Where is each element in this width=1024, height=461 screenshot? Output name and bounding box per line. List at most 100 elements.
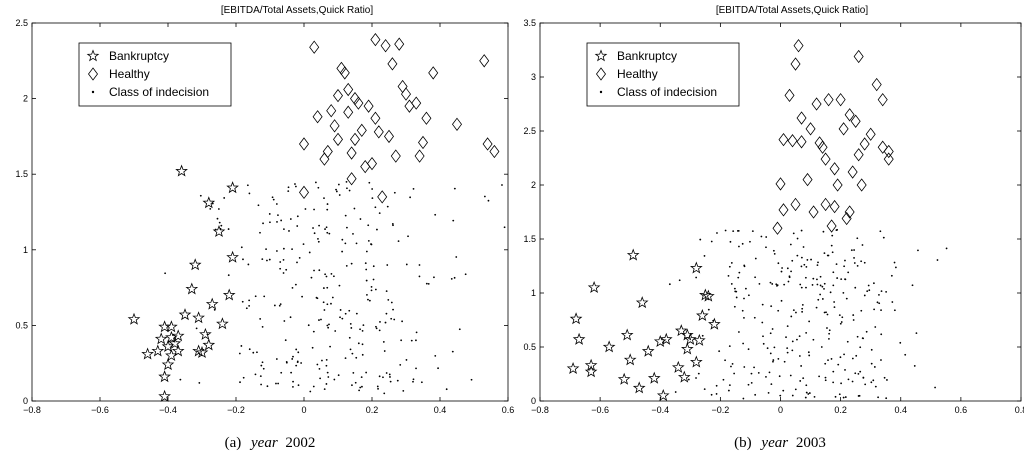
indecision-point xyxy=(738,271,741,274)
y-tick-label: 1.5 xyxy=(15,169,28,179)
indecision-point xyxy=(823,282,826,285)
indecision-point xyxy=(371,197,374,199)
indecision-point xyxy=(365,250,368,253)
healthy-point xyxy=(790,197,801,212)
indecision-point xyxy=(318,269,321,272)
indecision-point xyxy=(259,375,262,377)
indecision-point xyxy=(830,358,833,360)
indecision-point xyxy=(223,197,226,199)
indecision-point xyxy=(319,377,322,380)
indecision-point xyxy=(292,385,294,388)
bankruptcy-point xyxy=(175,164,188,177)
healthy-point xyxy=(418,135,428,150)
indecision-point xyxy=(384,321,387,324)
healthy-point xyxy=(299,137,309,151)
indecision-point xyxy=(391,222,394,225)
caption-year: 2002 xyxy=(285,435,315,451)
indecision-point xyxy=(876,301,879,304)
indecision-point xyxy=(351,352,354,355)
indecision-point xyxy=(383,350,386,352)
x-tick-label: −0.8 xyxy=(531,405,549,415)
indecision-point xyxy=(835,263,838,266)
indecision-point xyxy=(379,321,381,323)
indecision-point xyxy=(870,348,873,351)
indecision-point xyxy=(291,286,294,289)
indecision-point xyxy=(378,375,381,378)
bankruptcy-point xyxy=(620,328,634,341)
healthy-point xyxy=(865,127,876,141)
indecision-point xyxy=(699,238,702,241)
indecision-point xyxy=(811,284,814,286)
indecision-point xyxy=(337,183,340,186)
healthy-point xyxy=(356,123,367,138)
indecision-point xyxy=(325,275,328,278)
indecision-point xyxy=(855,354,858,357)
indecision-point xyxy=(762,342,765,345)
indecision-point xyxy=(318,224,320,227)
indecision-point xyxy=(266,385,269,388)
indecision-point xyxy=(904,353,907,356)
healthy-point xyxy=(394,37,405,51)
indecision-point xyxy=(728,265,731,268)
indecision-point xyxy=(374,288,377,291)
indecision-point xyxy=(266,259,268,262)
indecision-point xyxy=(294,283,297,286)
indecision-point xyxy=(771,283,774,285)
indecision-point xyxy=(385,312,388,315)
indecision-point xyxy=(765,375,767,378)
healthy-point xyxy=(363,99,374,113)
indecision-point xyxy=(791,259,794,262)
indecision-point xyxy=(894,266,897,269)
healthy-point xyxy=(790,57,801,71)
indecision-point xyxy=(385,290,388,293)
indecision-point xyxy=(265,248,267,250)
legend-entry: Healthy xyxy=(109,67,150,81)
indecision-point xyxy=(817,298,820,301)
indecision-point xyxy=(280,371,283,374)
indecision-point xyxy=(742,397,745,400)
bankruptcy-point xyxy=(226,250,239,263)
indecision-point xyxy=(327,326,330,329)
indecision-point xyxy=(883,376,886,379)
indecision-point xyxy=(867,284,870,287)
indecision-point xyxy=(351,384,353,387)
indecision-point xyxy=(791,340,794,343)
indecision-point xyxy=(361,353,364,356)
indecision-point xyxy=(945,247,948,250)
bankruptcy-point xyxy=(141,347,154,360)
x-tick-label: 0.4 xyxy=(894,405,907,415)
indecision-point xyxy=(801,310,804,313)
indecision-point xyxy=(790,315,793,318)
bankruptcy-point xyxy=(205,297,219,310)
indecision-point xyxy=(741,309,744,312)
legend-star-icon xyxy=(594,49,608,62)
indecision-point xyxy=(800,265,803,268)
indecision-point xyxy=(355,356,358,359)
bankruptcy-point xyxy=(202,196,216,209)
bankruptcy-point xyxy=(584,365,598,378)
indecision-point xyxy=(375,325,377,328)
indecision-point xyxy=(710,393,713,396)
indecision-point xyxy=(298,256,301,259)
indecision-point xyxy=(445,388,448,391)
indecision-point xyxy=(339,316,341,319)
indecision-point xyxy=(361,385,363,388)
indecision-point xyxy=(276,250,278,252)
indecision-point xyxy=(227,228,230,230)
healthy-point xyxy=(805,122,816,136)
indecision-point xyxy=(277,214,279,217)
indecision-point xyxy=(290,371,293,374)
indecision-point xyxy=(777,262,780,265)
indecision-point xyxy=(801,303,804,306)
indecision-point xyxy=(787,280,790,283)
indecision-point xyxy=(820,346,823,348)
x-tick-label: 0 xyxy=(778,405,783,415)
indecision-point xyxy=(846,340,849,343)
indecision-point xyxy=(805,331,808,334)
indecision-point xyxy=(276,221,278,223)
indecision-point xyxy=(854,372,857,375)
indecision-point xyxy=(326,203,329,205)
indecision-point xyxy=(780,299,783,302)
indecision-point xyxy=(724,229,727,232)
